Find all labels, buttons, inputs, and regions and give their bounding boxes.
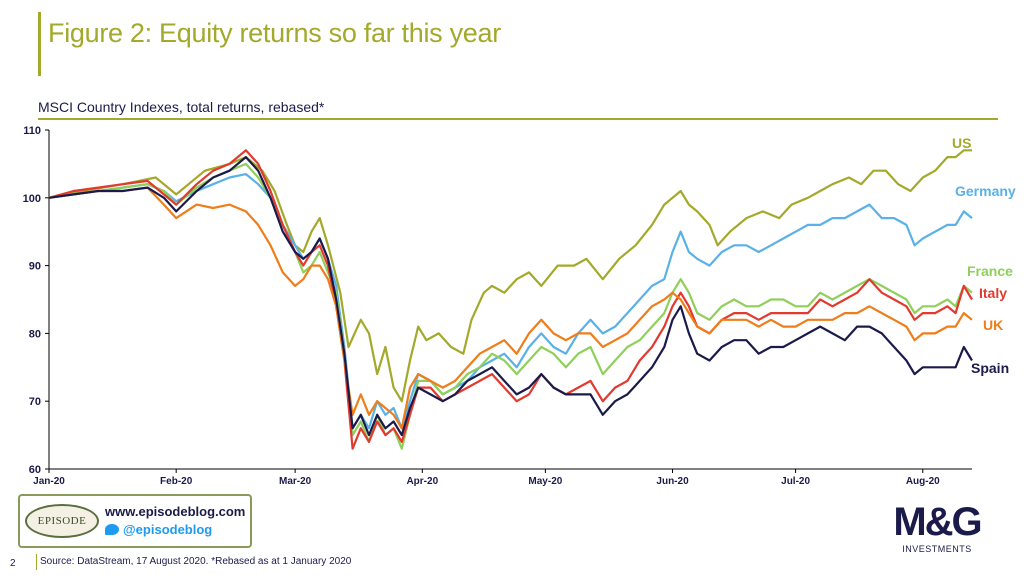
source-note: Source: DataStream, 17 August 2020. *Reb… xyxy=(40,556,352,567)
series-label-spain: Spain xyxy=(971,360,1009,376)
subtitle-rule xyxy=(38,118,998,120)
chart-lines xyxy=(48,149,973,450)
twitter-handle[interactable]: @episodeblog xyxy=(105,522,212,537)
x-tick-label: Aug-20 xyxy=(906,476,940,487)
title-accent-bar xyxy=(38,12,41,76)
y-tick-label: 80 xyxy=(29,328,41,340)
page-number: 2 xyxy=(10,558,16,569)
x-tick-label: Jul-20 xyxy=(781,476,810,487)
series-labels: US Germany France Italy UK Spain xyxy=(952,135,1016,376)
series-line-spain xyxy=(48,156,973,437)
y-tick-label: 100 xyxy=(23,193,41,205)
y-tick-label: 90 xyxy=(29,261,41,273)
logo-sub-text: INVESTMENTS xyxy=(902,544,972,554)
chart-axes: 60 70 80 90 100 110 Jan-20 Feb-20 Mar-20 Apr-20 Ma… xyxy=(23,125,972,487)
source-accent-bar xyxy=(36,554,37,570)
twitter-handle-text: @episodeblog xyxy=(123,522,213,537)
chart-subtitle: MSCI Country Indexes, total returns, reb… xyxy=(38,99,325,115)
x-tick-label: Mar-20 xyxy=(279,476,312,487)
y-tick-label: 70 xyxy=(29,396,41,408)
series-label-italy: Italy xyxy=(979,285,1007,301)
website-link[interactable]: www.episodeblog.com xyxy=(105,504,246,519)
logo-main-text: M&G xyxy=(893,500,982,544)
series-label-germany: Germany xyxy=(955,183,1016,199)
series-line-germany xyxy=(48,173,973,430)
x-tick-label: Apr-20 xyxy=(406,476,438,487)
page-title: Figure 2: Equity returns so far this yea… xyxy=(48,18,501,48)
y-tick-label: 110 xyxy=(23,125,41,137)
series-label-uk: UK xyxy=(983,317,1003,333)
y-tick-label: 60 xyxy=(29,464,41,476)
mg-logo: M&G INVESTMENTS xyxy=(882,502,992,554)
episode-badge-box: EPISODE www.episodeblog.com @episodeblog xyxy=(18,494,252,548)
episode-logo: EPISODE xyxy=(25,504,99,538)
x-tick-label: Jun-20 xyxy=(656,476,689,487)
series-line-uk xyxy=(48,186,973,430)
series-line-us xyxy=(48,149,972,403)
x-tick-label: May-20 xyxy=(528,476,562,487)
twitter-icon xyxy=(105,524,119,535)
x-tick-label: Feb-20 xyxy=(160,476,193,487)
series-label-us: US xyxy=(952,135,971,151)
series-label-france: France xyxy=(967,263,1013,279)
series-line-italy xyxy=(48,149,973,450)
x-tick-label: Jan-20 xyxy=(33,476,65,487)
